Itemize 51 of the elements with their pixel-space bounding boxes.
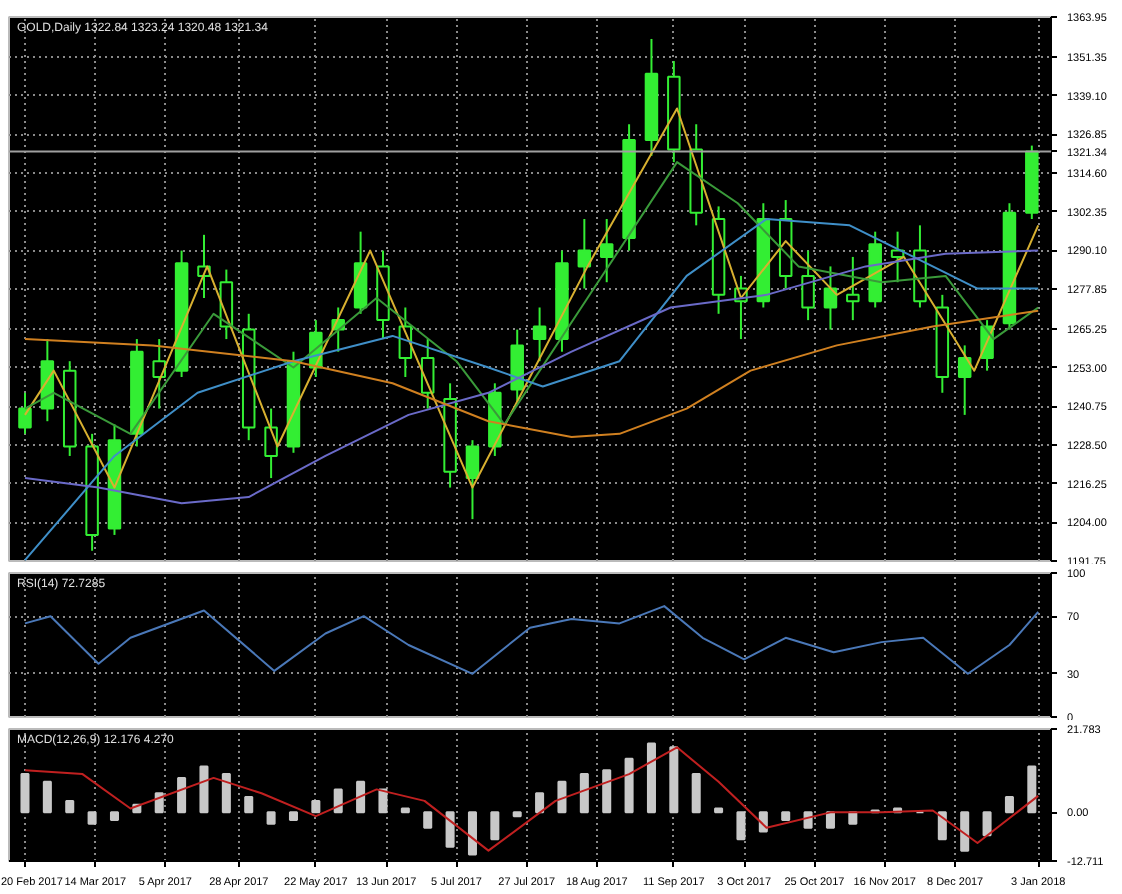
bar: [960, 811, 970, 852]
bar: [1027, 765, 1037, 814]
line-series: [23, 218, 1040, 561]
bar: [288, 811, 298, 822]
bar: [736, 811, 746, 841]
line-series: [23, 309, 1040, 438]
bar: [982, 811, 992, 837]
bar: [646, 742, 656, 814]
bar: [602, 769, 612, 814]
candlestick: [152, 338, 166, 410]
bar: [467, 811, 477, 856]
bar: [1004, 796, 1014, 814]
bar: [177, 776, 187, 814]
bar: [557, 780, 567, 814]
line-series: [23, 746, 1040, 852]
candlestick: [957, 344, 972, 416]
bar: [199, 765, 209, 814]
candlestick: [510, 328, 524, 404]
bar: [65, 799, 75, 814]
candlestick: [532, 306, 547, 363]
bar: [825, 811, 835, 829]
candlestick: [801, 249, 815, 322]
bar: [244, 796, 254, 814]
bar: [490, 811, 500, 841]
bar: [624, 757, 634, 814]
bar: [333, 788, 343, 814]
bar: [691, 773, 701, 814]
bar: [20, 773, 30, 814]
bar: [266, 811, 276, 825]
bar: [221, 773, 231, 814]
candlestick: [18, 391, 32, 435]
candlestick: [846, 255, 860, 322]
bar: [848, 811, 858, 825]
candlestick: [599, 218, 614, 284]
bar: [781, 811, 791, 822]
bar: [445, 811, 455, 848]
bar: [423, 811, 433, 829]
bar: [311, 799, 321, 814]
line-series: [23, 605, 1040, 675]
bar: [669, 746, 679, 814]
candlestick: [465, 439, 480, 521]
bar: [109, 811, 119, 822]
bar: [937, 811, 947, 841]
line-series: [23, 249, 1040, 505]
bar: [87, 811, 97, 825]
bar: [579, 773, 589, 814]
bar: [535, 792, 545, 814]
bar: [42, 780, 52, 814]
candlestick: [264, 407, 278, 480]
bar: [378, 788, 388, 814]
bar: [356, 780, 366, 814]
